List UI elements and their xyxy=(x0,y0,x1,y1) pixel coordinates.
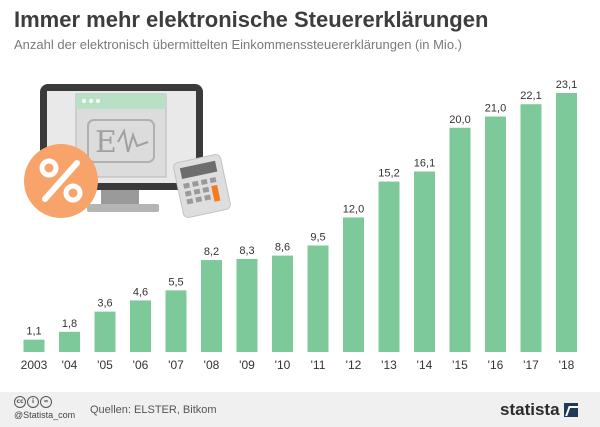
x-tick-label-14: '17 xyxy=(523,358,539,372)
logo-text: statista xyxy=(500,400,560,419)
value-labels: 1,1 1,8 3,6 4,6 5,5 8,2 8,3 8,6 9,5 12,0 15,2 16,1 2… xyxy=(26,79,577,338)
bar-1 xyxy=(59,331,80,352)
statista-logo-icon xyxy=(563,403,578,417)
bars xyxy=(23,93,577,353)
value-label-0: 1,1 xyxy=(26,326,41,338)
chart-subtitle: Anzahl der elektronisch übermittelten Ei… xyxy=(14,37,462,52)
cc-icon: cc xyxy=(14,396,26,408)
x-tick-label-2: '05 xyxy=(97,358,113,372)
x-tick-label-13: '16 xyxy=(488,358,504,372)
statista-logo[interactable]: statista xyxy=(500,400,578,420)
value-label-11: 16,1 xyxy=(414,157,435,169)
value-label-2: 3,6 xyxy=(97,298,112,310)
bar-15 xyxy=(556,93,577,352)
bar-2 xyxy=(94,311,116,352)
bar-7 xyxy=(272,255,293,352)
x-tick-label-7: '10 xyxy=(275,358,291,372)
bar-3 xyxy=(130,300,151,352)
monitor-logo: E xyxy=(95,125,117,160)
bar-6 xyxy=(236,258,258,352)
value-label-8: 9,5 xyxy=(310,231,325,243)
x-tick-label-8: '11 xyxy=(311,358,326,372)
x-tick-label-1: '04 xyxy=(62,358,78,372)
value-label-10: 15,2 xyxy=(378,168,399,180)
bar-9 xyxy=(343,217,364,352)
value-label-1: 1,8 xyxy=(62,318,77,330)
license-icons: cc i = xyxy=(14,396,53,414)
value-label-9: 12,0 xyxy=(343,203,364,215)
bar-10 xyxy=(378,181,400,352)
x-tick-label-0: 2003 xyxy=(21,358,48,372)
bar-14 xyxy=(520,104,542,352)
value-label-6: 8,3 xyxy=(239,245,254,257)
x-tick-label-15: '18 xyxy=(559,358,575,372)
value-label-7: 8,6 xyxy=(275,242,290,254)
x-tick-label-3: '06 xyxy=(133,358,149,372)
value-label-12: 20,0 xyxy=(449,114,470,126)
x-tick-label-4: '07 xyxy=(168,358,184,372)
twitter-handle[interactable]: @Statista_com xyxy=(14,410,76,420)
by-icon: i xyxy=(27,396,39,408)
value-label-15: 23,1 xyxy=(556,79,577,91)
x-tick-label-11: '14 xyxy=(417,358,433,372)
footer: cc i = @Statista_com Quellen: ELSTER, Bitk… xyxy=(0,392,600,427)
x-tick-labels: 2003 '04 '05 '06 '07 '08 '09 '10 '11 '12 '13 '14 '15… xyxy=(21,358,575,372)
value-label-4: 5,5 xyxy=(168,276,183,288)
x-tick-label-10: '13 xyxy=(381,358,397,372)
bar-4 xyxy=(165,290,187,352)
bar-13 xyxy=(485,116,506,352)
nd-icon: = xyxy=(40,396,52,408)
x-tick-label-6: '09 xyxy=(239,358,255,372)
source-note: Quellen: ELSTER, Bitkom xyxy=(90,404,217,416)
value-label-3: 4,6 xyxy=(133,286,148,298)
value-label-13: 21,0 xyxy=(485,103,506,115)
bar-chart: E 1,1 1,8 3,6 4,6 5,5 8,2 8,3 8,6 9,5 12,0 15,2 16,… xyxy=(21,79,578,372)
bar-12 xyxy=(449,127,471,353)
value-label-5: 8,2 xyxy=(204,246,219,258)
x-tick-label-12: '15 xyxy=(452,358,468,372)
bar-8 xyxy=(307,245,329,352)
x-tick-label-9: '12 xyxy=(346,358,362,372)
percent-badge-icon xyxy=(24,144,98,218)
chart-title: Immer mehr elektronische Steuererklärung… xyxy=(14,7,489,32)
x-tick-label-5: '08 xyxy=(204,358,220,372)
bar-0 xyxy=(23,339,45,352)
calculator-icon xyxy=(173,154,231,218)
bar-5 xyxy=(201,260,222,352)
bar-11 xyxy=(414,171,435,352)
value-label-14: 22,1 xyxy=(520,90,541,102)
illustration: E xyxy=(24,84,231,218)
